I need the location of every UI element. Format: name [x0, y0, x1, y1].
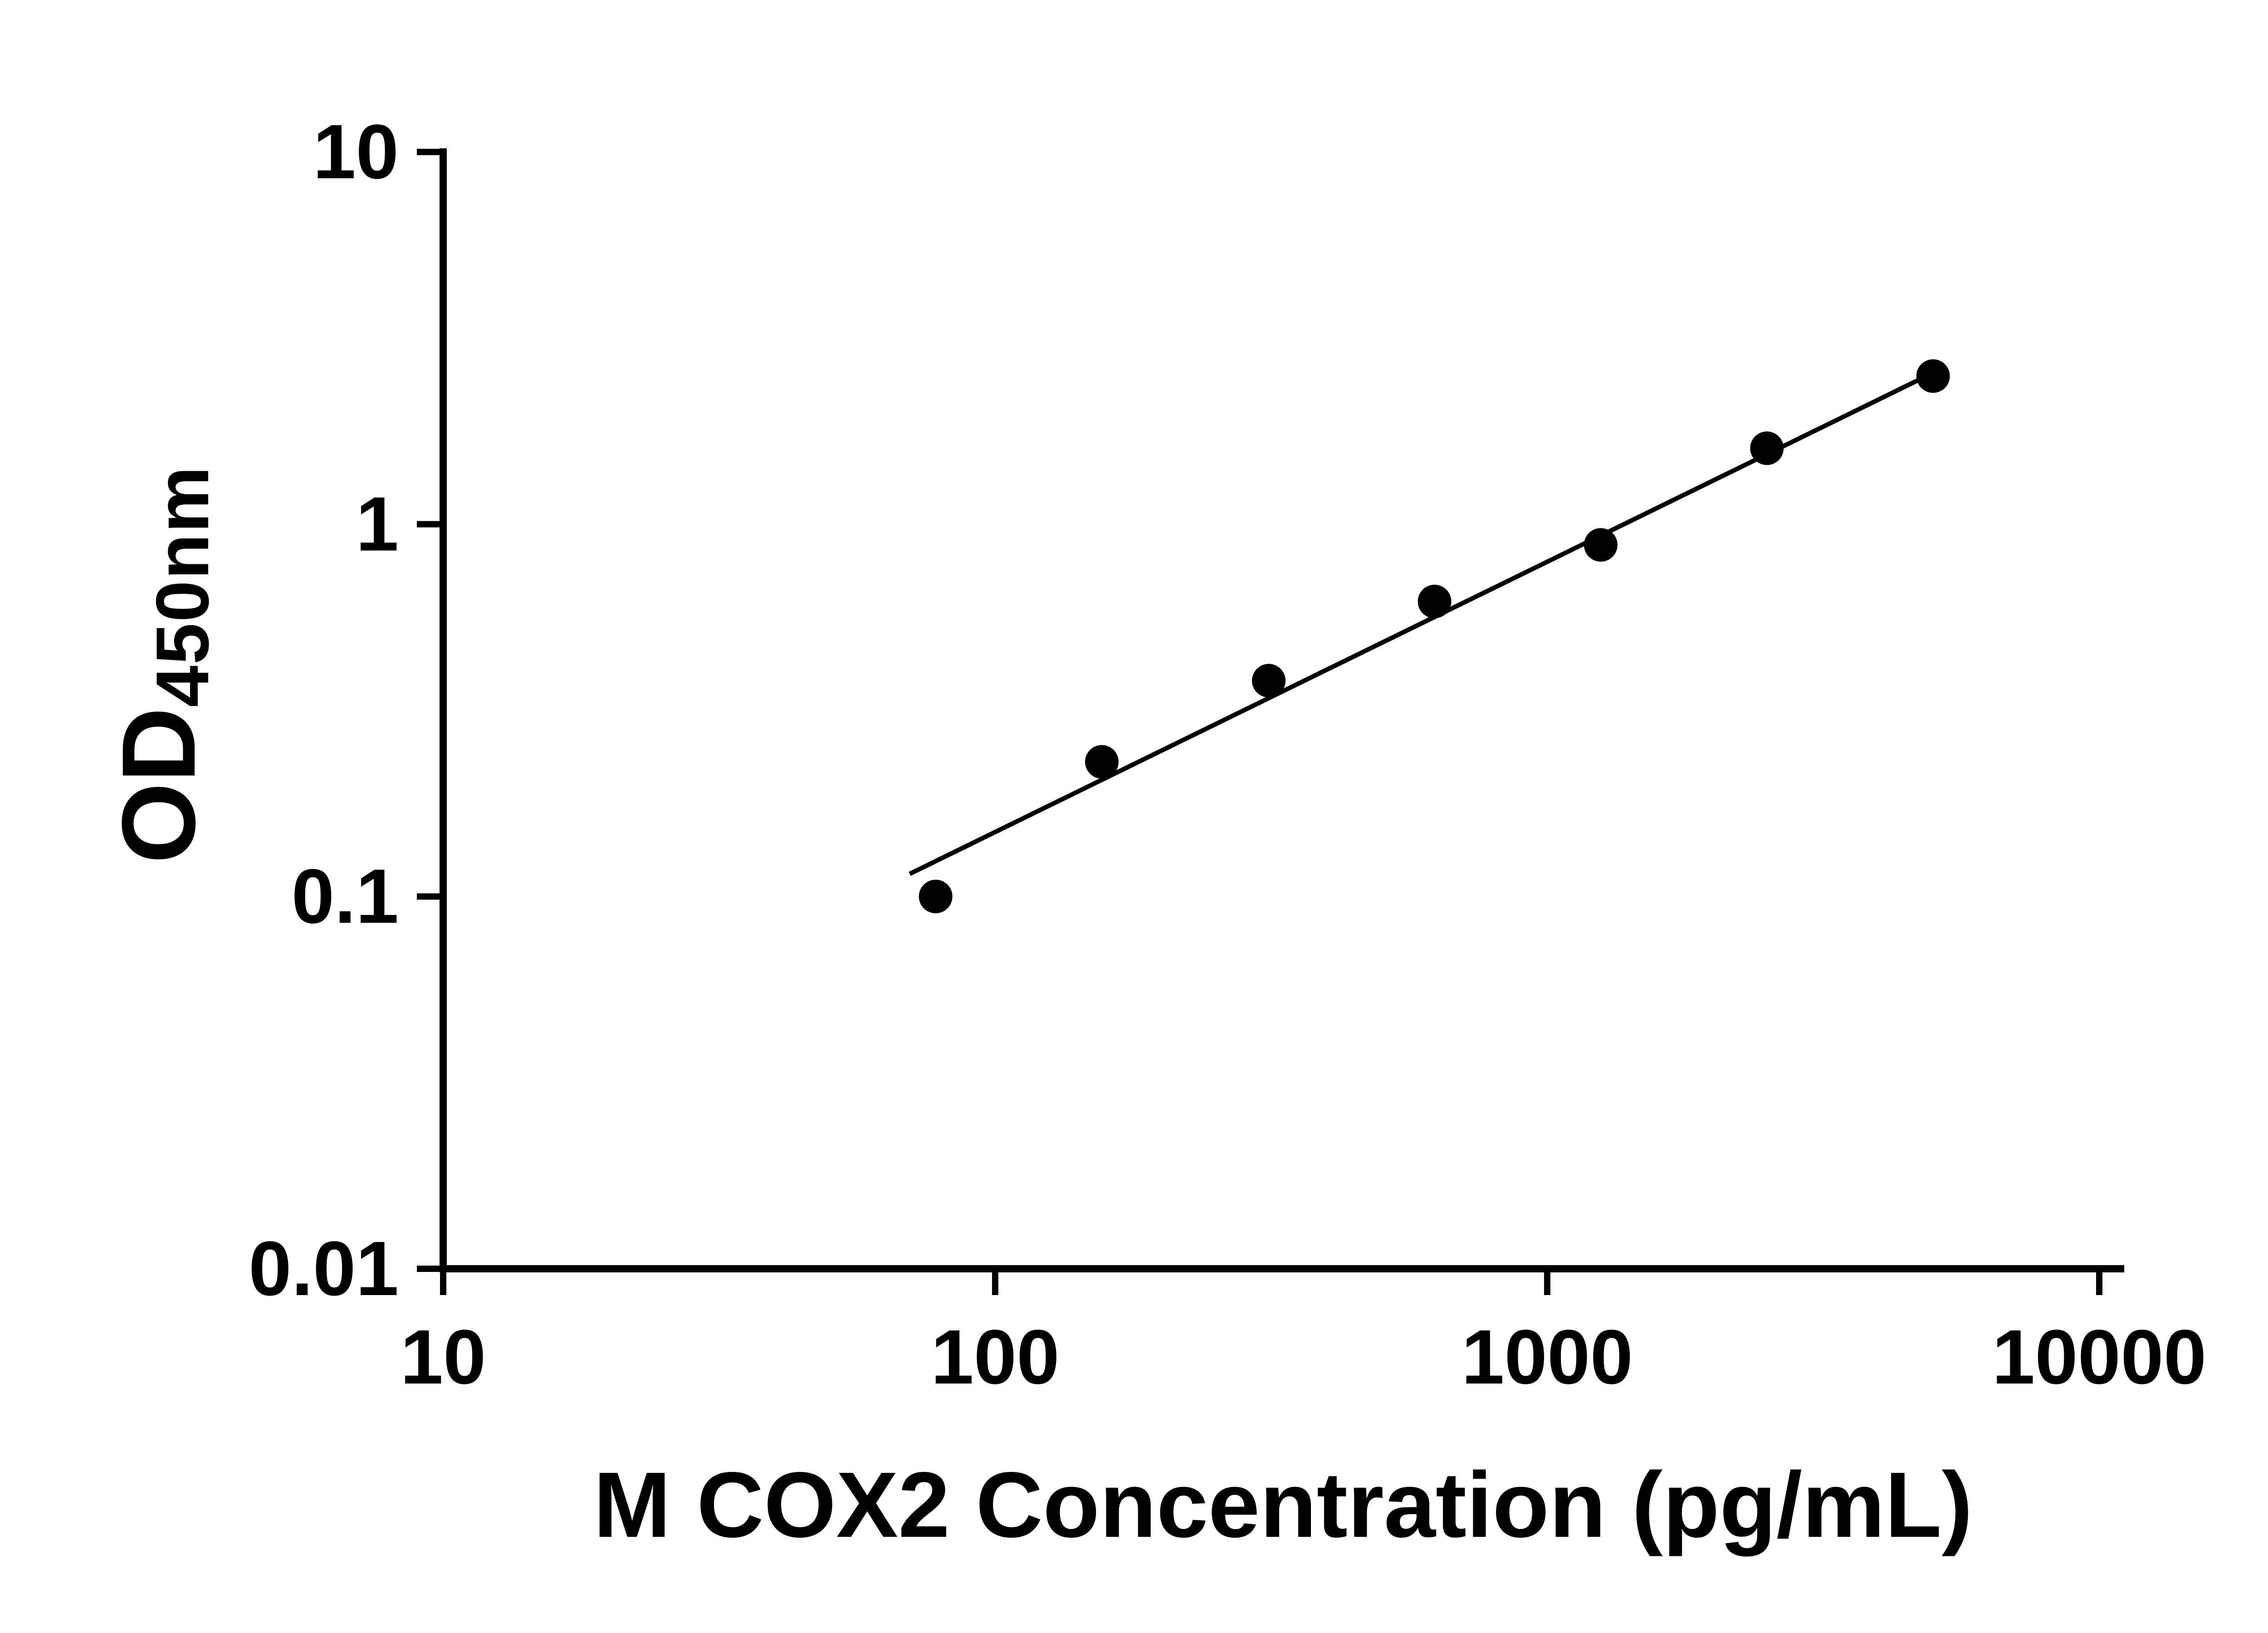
data-point	[1418, 585, 1452, 619]
data-point	[1085, 745, 1119, 779]
data-point	[1584, 528, 1618, 562]
axes	[440, 148, 2124, 1272]
data-point	[1252, 664, 1286, 698]
data-point	[919, 880, 953, 914]
y-tick-label: 10	[313, 109, 399, 195]
y-tick-label: 0.1	[292, 853, 399, 939]
x-tick-label: 1000	[1461, 1314, 1633, 1400]
y-tick-label: 0.01	[249, 1226, 399, 1312]
x-tick-label: 10000	[1992, 1314, 2207, 1400]
y-axis-title: OD450nm	[100, 379, 224, 950]
x-tick-label: 10	[400, 1314, 486, 1400]
y-axis-title-main: OD	[100, 707, 217, 864]
y-axis-title-subscript: 450nm	[141, 465, 224, 707]
x-tick-label: 100	[931, 1314, 1060, 1400]
data-point	[1916, 359, 1950, 393]
data-point	[1750, 431, 1784, 465]
y-tick-label: 1	[356, 481, 399, 567]
x-axis-title: M COX2 Concentration (pg/mL)	[593, 1453, 1973, 1557]
